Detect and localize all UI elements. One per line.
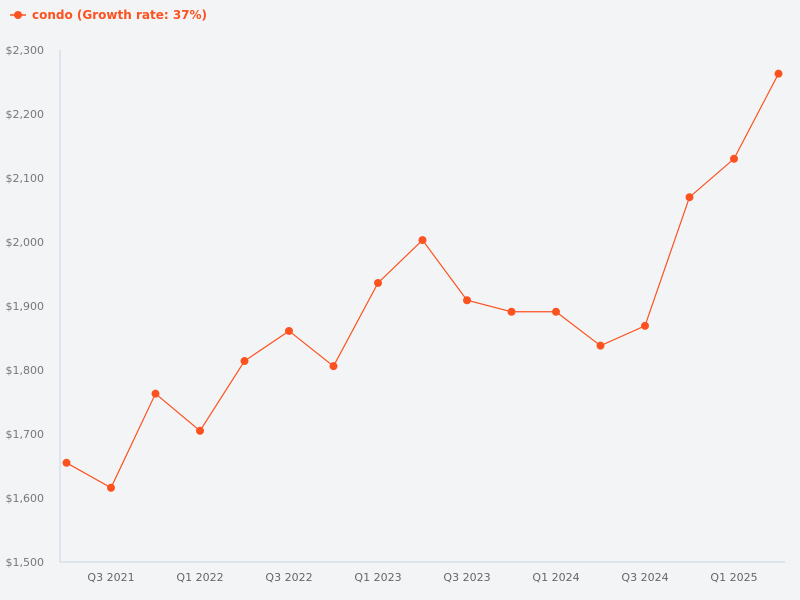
x-tick-label: Q1 2023 [354,571,401,584]
y-axis: $1,500 $1,600 $1,700 $1,800 $1,900 $2,000 $2,1… [6,44,61,569]
legend-marker-icon [10,11,26,19]
data-point[interactable] [329,362,338,371]
data-point[interactable] [463,296,471,305]
y-tick-label: $2,200 [6,108,45,121]
y-tick-label: $1,700 [6,428,45,441]
data-point[interactable] [62,458,71,467]
data-point[interactable] [240,357,249,366]
data-point[interactable] [151,389,160,398]
data-point[interactable] [374,278,382,287]
y-tick-label: $2,000 [6,236,45,249]
legend[interactable]: condo (Growth rate: 37%) [10,8,207,22]
x-tick-label: Q3 2023 [443,571,490,584]
y-tick-label: $1,600 [6,492,45,505]
y-tick-label: $1,500 [6,556,45,569]
legend-label: condo (Growth rate: 37%) [32,8,208,22]
data-point[interactable] [774,69,783,78]
data-point[interactable] [641,321,649,330]
series-condo [62,69,783,492]
data-point[interactable] [418,236,427,245]
x-tick-label: Q3 2024 [621,571,668,584]
y-tick-label: $2,300 [6,44,45,57]
data-point[interactable] [730,154,738,163]
y-tick-label: $1,900 [6,300,45,313]
y-tick-label: $2,100 [6,172,45,185]
data-point[interactable] [507,307,516,316]
data-point[interactable] [596,341,605,350]
x-tick-label: Q1 2022 [176,571,223,584]
data-point[interactable] [107,483,115,492]
data-point[interactable] [685,193,694,202]
data-point[interactable] [285,326,293,335]
x-tick-label: Q3 2022 [265,571,312,584]
y-tick-label: $1,800 [6,364,45,377]
x-tick-label: Q3 2021 [87,571,134,584]
data-point[interactable] [552,307,560,316]
data-point[interactable] [196,426,204,435]
x-axis: Q3 2021 Q1 2022 Q3 2022 Q1 2023 Q3 2023 Q1 20… [60,561,785,584]
x-tick-label: Q1 2024 [532,571,579,584]
x-tick-label: Q1 2025 [710,571,757,584]
